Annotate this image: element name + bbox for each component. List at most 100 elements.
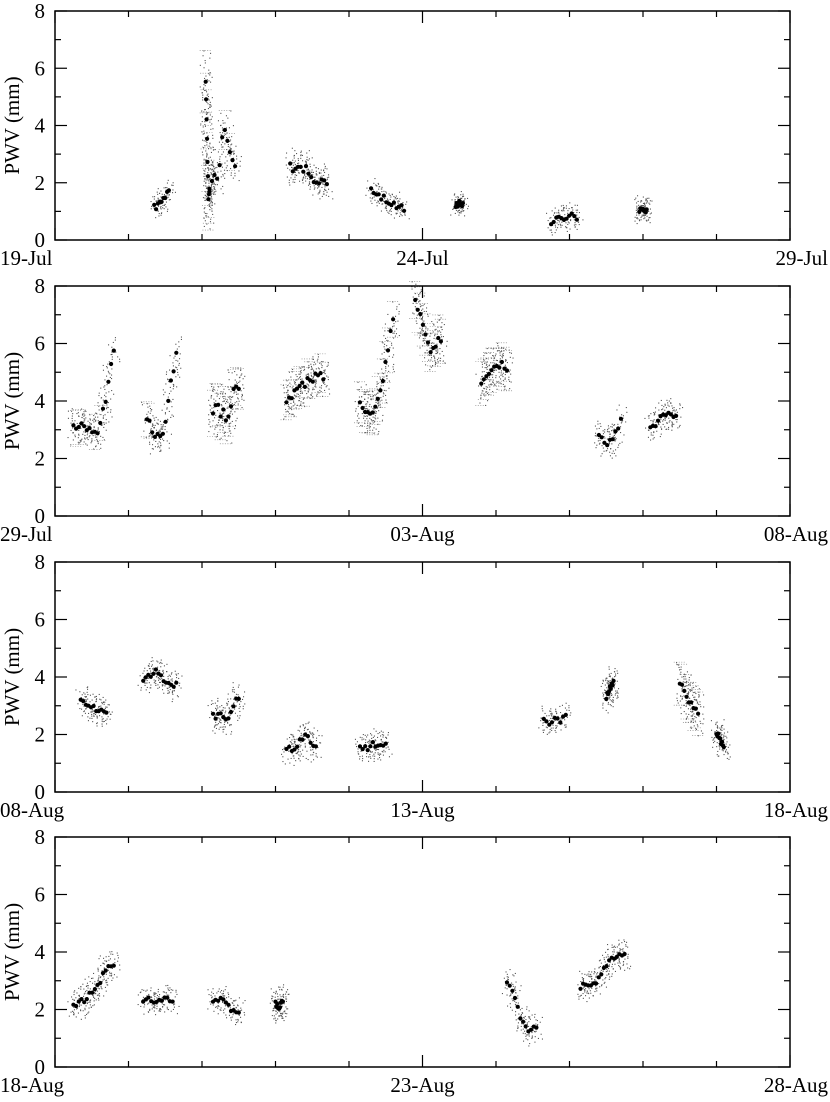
error-dot <box>398 313 400 315</box>
error-dot <box>542 722 544 724</box>
error-dot <box>664 419 666 421</box>
error-dot <box>647 429 649 431</box>
error-dot <box>394 330 396 332</box>
error-dot <box>324 369 326 371</box>
error-dot <box>320 387 322 389</box>
data-point <box>428 350 433 355</box>
error-dot <box>97 708 99 710</box>
error-dot <box>437 331 439 333</box>
error-dot <box>366 187 368 189</box>
error-dot <box>716 746 718 748</box>
error-dot <box>653 432 655 434</box>
data-point <box>295 744 300 749</box>
error-dot <box>85 700 87 702</box>
x-tick-label: 24-Jul <box>396 246 449 270</box>
error-dot <box>315 368 317 370</box>
error-dot <box>106 384 108 386</box>
error-dot <box>97 969 99 971</box>
error-dot <box>321 181 323 183</box>
error-dot <box>82 433 84 435</box>
error-dot <box>498 364 500 366</box>
error-dot <box>492 381 494 383</box>
data-point <box>205 174 211 179</box>
error-dot <box>167 678 169 680</box>
error-dot <box>294 163 296 165</box>
error-dot <box>93 1004 95 1006</box>
error-dot <box>89 419 91 421</box>
error-dot <box>101 723 103 725</box>
error-dot <box>481 375 483 377</box>
error-dot <box>652 422 654 424</box>
error-dot <box>84 434 86 436</box>
error-dot <box>638 214 640 216</box>
error-dot <box>320 742 322 744</box>
error-dot <box>111 979 113 981</box>
error-dot <box>643 205 645 207</box>
error-dot <box>169 369 171 371</box>
error-dot <box>601 453 603 455</box>
error-dot <box>427 328 429 330</box>
error-dot <box>668 417 670 419</box>
error-dot <box>70 429 72 431</box>
error-dot <box>157 197 159 199</box>
error-dot <box>322 395 324 397</box>
error-dot <box>222 413 224 415</box>
error-dot <box>73 422 75 424</box>
error-dot <box>326 365 328 367</box>
error-dot <box>310 372 312 374</box>
error-dot <box>176 348 178 350</box>
data-point <box>71 423 76 428</box>
error-dot <box>319 389 321 391</box>
error-dot <box>392 325 394 327</box>
error-dot <box>560 205 562 207</box>
error-dot <box>380 385 382 387</box>
error-dot <box>607 680 609 682</box>
error-dot <box>715 722 717 724</box>
error-dot <box>288 750 290 752</box>
error-dot <box>680 695 682 697</box>
error-dot <box>209 143 211 145</box>
error-dot <box>210 206 212 208</box>
error-dot <box>204 124 206 126</box>
error-dot <box>367 422 369 424</box>
error-dot <box>286 380 288 382</box>
error-dot <box>87 688 89 690</box>
error-dot <box>286 738 288 740</box>
error-dot <box>594 442 596 444</box>
error-dot <box>676 693 678 695</box>
error-dot <box>206 101 208 103</box>
error-dot <box>375 749 377 751</box>
error-dot <box>716 731 718 733</box>
error-dot <box>381 203 383 205</box>
error-dot <box>437 350 439 352</box>
error-dot <box>85 417 87 419</box>
error-dot <box>98 409 100 411</box>
error-dot <box>291 409 293 411</box>
data-point <box>171 369 176 374</box>
error-dot <box>315 170 317 172</box>
error-dot <box>91 711 93 713</box>
error-dot <box>301 737 303 739</box>
error-dot <box>711 729 713 731</box>
error-dot <box>176 677 178 679</box>
error-dot <box>210 104 212 106</box>
error-dot <box>652 421 654 423</box>
data-point <box>420 322 425 327</box>
error-dot <box>172 690 174 692</box>
data-point <box>223 418 228 423</box>
error-dot <box>498 361 500 363</box>
error-dot <box>142 672 144 674</box>
error-dot <box>241 393 243 395</box>
error-dot <box>211 169 213 171</box>
error-dot <box>152 660 154 662</box>
error-dot <box>554 730 556 732</box>
data-point <box>363 744 368 749</box>
error-dot <box>355 410 357 412</box>
error-dot <box>229 714 231 716</box>
error-dot <box>368 425 370 427</box>
error-dot <box>505 360 507 362</box>
error-dot <box>295 384 297 386</box>
error-dot <box>307 390 309 392</box>
error-dot <box>240 369 242 371</box>
